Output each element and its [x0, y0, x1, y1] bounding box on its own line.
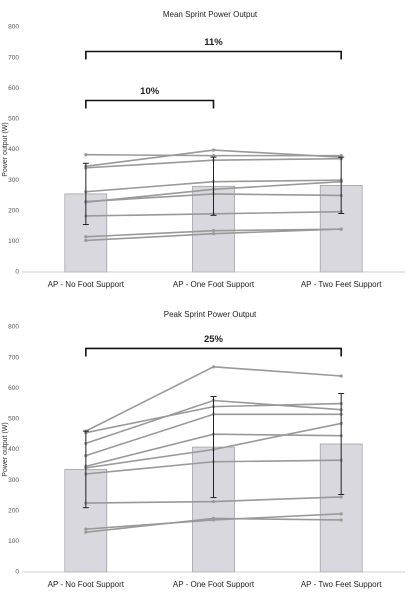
y-tick-label: 800: [8, 24, 19, 31]
x-tick-label: AP - Two Feet Support: [301, 580, 382, 589]
x-tick-label: AP - No Foot Support: [48, 280, 125, 289]
error-bar: [82, 430, 89, 509]
y-tick-label: 0: [15, 269, 19, 276]
y-tick-label: 700: [8, 54, 19, 61]
y-axis-label: Power output (W): [2, 122, 9, 176]
chart-title: Peak Sprint Power Output: [164, 310, 257, 319]
annotation: 25%: [204, 334, 224, 345]
annotation: 11%: [204, 37, 223, 48]
subject-point: [339, 374, 343, 378]
y-tick-label: 400: [8, 446, 19, 453]
bracket: [85, 50, 342, 60]
y-tick-label: 200: [8, 207, 19, 214]
y-tick-label: 600: [8, 85, 19, 92]
bracket: [85, 347, 342, 357]
subject-point: [84, 153, 88, 157]
subject-point: [339, 512, 343, 516]
y-axis-label: Power output (W): [2, 422, 9, 476]
y-tick-label: 400: [8, 146, 19, 153]
error-bar: [338, 156, 345, 215]
error-bar: [210, 156, 217, 216]
subject-point: [84, 238, 88, 243]
annotation: 10%: [140, 86, 160, 97]
chart-panel: Mean Sprint Power Output Power output (W)…: [2, 10, 405, 289]
chart-panel: Peak Sprint Power Output Power output (W)…: [2, 310, 405, 589]
subject-point: [211, 154, 216, 158]
y-tick-label: 700: [8, 354, 19, 361]
subject-point: [84, 527, 88, 531]
error-bar: [210, 396, 217, 499]
y-tick-label: 300: [8, 177, 19, 184]
y-tick-label: 300: [8, 477, 19, 484]
subject-point: [84, 235, 88, 239]
bracket: [85, 99, 215, 109]
subject-point: [211, 516, 216, 521]
subject-point: [211, 232, 216, 236]
y-tick-label: 0: [15, 569, 19, 576]
subject-point: [339, 495, 343, 499]
chart-title: Mean Sprint Power Output: [163, 10, 258, 19]
subject-point: [211, 229, 216, 233]
y-tick-label: 500: [8, 116, 19, 123]
subject-point: [84, 530, 88, 534]
subject-point: [339, 518, 343, 522]
subject-point: [211, 499, 216, 504]
y-tick-label: 100: [8, 538, 19, 545]
x-tick-label: AP - One Foot Support: [173, 580, 255, 589]
y-tick-label: 800: [8, 324, 19, 331]
subject-point: [339, 227, 343, 231]
x-tick-label: AP - Two Feet Support: [301, 280, 382, 289]
x-tick-label: AP - No Foot Support: [48, 580, 125, 589]
x-tick-label: AP - One Foot Support: [173, 280, 255, 289]
subject-point: [211, 365, 216, 369]
error-bar: [82, 162, 89, 226]
y-tick-label: 600: [8, 385, 19, 392]
y-tick-label: 200: [8, 507, 19, 514]
y-tick-label: 100: [8, 238, 19, 245]
subject-point: [211, 148, 216, 152]
error-bar: [338, 392, 345, 496]
y-tick-label: 500: [8, 416, 19, 423]
